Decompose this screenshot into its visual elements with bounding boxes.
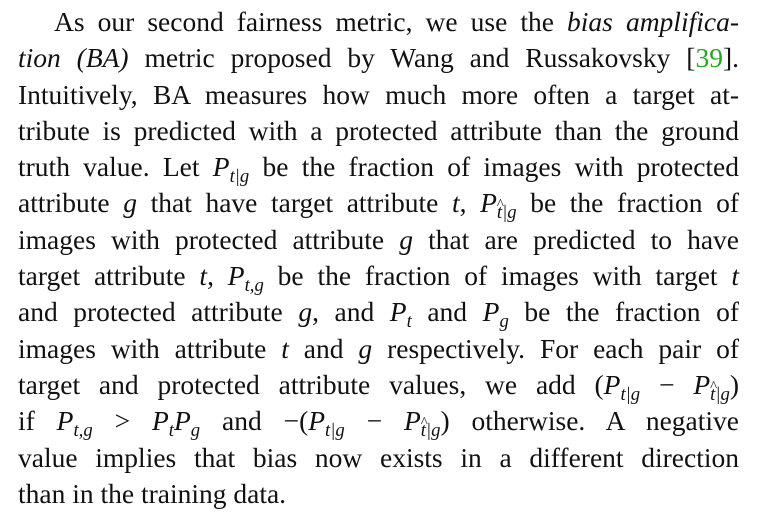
text: and protected attribute (18, 296, 299, 328)
line-2: tion (BA) metric proposed by Wang and Ru… (18, 40, 739, 76)
text: target and protected attribute values, w… (18, 368, 604, 400)
math-p-that-given-g: Pt|g (403, 405, 441, 442)
line-7: images with protected attribute g that a… (18, 222, 739, 258)
text: truth value. Let (18, 151, 213, 183)
line-3: Intuitively, BA measures how much more o… (18, 78, 739, 110)
text: be the fraction of images with protected (249, 151, 740, 183)
text: and (411, 296, 483, 328)
text: if (18, 405, 57, 437)
math-g: g (298, 296, 313, 328)
math-t: t (731, 260, 740, 292)
text: , (459, 187, 481, 219)
text: ) otherwise. A negative (440, 405, 739, 437)
math-t: t (451, 187, 460, 219)
minus-sign: − (344, 405, 404, 437)
math-p-g: Pg (482, 296, 509, 333)
math-p-t-given-g: Pt|g (603, 368, 641, 405)
text: metric proposed by Wang and Russakovsky … (128, 42, 696, 74)
math-t: t (281, 332, 289, 364)
line-5: truth value. Let Pt|g be the fraction of… (18, 149, 740, 188)
math-p-t-g: Pt,g (56, 405, 93, 442)
math-g: g (123, 187, 137, 219)
math-p-t: Pt (151, 405, 174, 442)
line-14: than in the training data. (18, 477, 287, 509)
math-p-t-given-g: Pt|g (212, 151, 250, 188)
minus-sign: − (640, 368, 694, 400)
text: ]. (722, 42, 739, 74)
math-p-that-given-g: Pt|g (693, 368, 730, 405)
text: be the fraction of images with target (263, 260, 732, 292)
math-p-t: Pt (389, 296, 412, 333)
line-9: and protected attribute g, and Pt and Pg… (18, 294, 739, 333)
line-6: attribute g that have target attribute t… (18, 185, 740, 224)
line-13: value implies that bias now exists in a … (18, 441, 739, 473)
bias-amplification-paragraph: As our second fairness metric, we use th… (18, 4, 739, 512)
line-8: target attribute t, Pt,g be the fraction… (18, 258, 740, 297)
text: ) (729, 368, 739, 400)
text: , (207, 260, 228, 292)
text: attribute (18, 187, 124, 219)
math-p-that-given-g: Pt|g (480, 187, 517, 224)
line-10: images with attribute t and g respective… (18, 331, 739, 367)
line-11: target and protected attribute values, w… (18, 367, 739, 405)
math-g: g (358, 332, 373, 364)
math-p-t-given-g: Pt|g (308, 405, 345, 442)
term-ba: tion (BA) (18, 42, 129, 74)
math-t: t (199, 260, 208, 292)
citation-link[interactable]: 39 (695, 42, 723, 74)
text: be the fraction of (508, 296, 739, 328)
text: and (288, 332, 359, 364)
text: respectively. For each pair of (372, 332, 739, 364)
line-12: if Pt,g > PtPg and −(Pt|g − Pt|g) otherw… (18, 403, 739, 442)
text: images with attribute (18, 332, 282, 364)
text: be the fraction of (516, 187, 740, 219)
line-1: As our second fairness metric, we use th… (18, 4, 739, 40)
text: As our second fairness metric, we use th… (54, 6, 568, 37)
line-4: tribute is predicted with a protected at… (18, 114, 739, 146)
text: that have target attribute (137, 187, 452, 219)
greater-than-sign: > (92, 405, 152, 437)
text: and −( (200, 405, 309, 437)
math-g: g (399, 223, 413, 255)
text: , and (312, 296, 390, 328)
text: images with protected attribute (18, 223, 400, 255)
text: target attribute (18, 260, 200, 292)
term-bias-amplification: bias amplifica- (567, 6, 739, 37)
math-p-g: Pg (173, 405, 201, 442)
math-p-t-g: Pt,g (227, 260, 264, 297)
text: that are predicted to have (412, 223, 739, 255)
